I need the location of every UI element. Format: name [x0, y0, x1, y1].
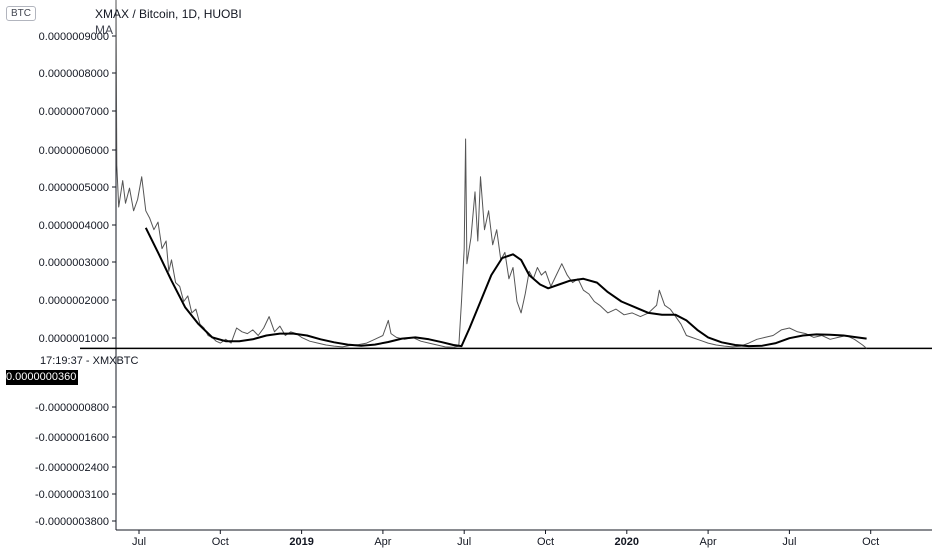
y-tick-label: -0.0000001600: [35, 432, 109, 444]
y-axis: 0.0000009000 0.0000008000 0.0000007000 0.00…: [35, 31, 116, 528]
series-line-price: [115, 0, 867, 349]
plot-area: [80, 0, 932, 350]
y-tick-label: 0.0000006000: [39, 145, 109, 157]
x-tick-label: Jul: [132, 536, 146, 548]
x-tick-label: Apr: [374, 536, 391, 548]
x-tick-label: Jul: [457, 536, 471, 548]
y-tick-label: 0.0000008000: [39, 68, 109, 80]
y-tick-label: 0.0000007000: [39, 106, 109, 118]
countdown-time: 17:19:37: [40, 355, 83, 367]
y-tick-label: -0.0000003800: [35, 516, 109, 528]
x-axis: Jul Oct 2019 Apr Jul Oct 2020 Apr Jul Oct: [132, 530, 879, 548]
x-tick-label: Oct: [862, 536, 879, 548]
y-tick-label: 0.0000002000: [39, 295, 109, 307]
y-tick-label: -0.0000000800: [35, 402, 109, 414]
chart-title: XMAX / Bitcoin, 1D, HUOBI: [95, 7, 242, 21]
x-tick-label: 2019: [289, 536, 313, 548]
current-price-tag: 0.0000000360: [6, 370, 78, 385]
y-tick-label: -0.0000003100: [35, 489, 109, 501]
symbol-label: XMXBTC: [92, 355, 139, 367]
y-tick-label: 0.0000004000: [39, 220, 109, 232]
indicator-label-ma[interactable]: MA: [95, 23, 113, 37]
y-tick-label: 0.0000003000: [39, 257, 109, 269]
y-tick-label: -0.0000002400: [35, 462, 109, 474]
y-tick-label: 0.0000009000: [39, 31, 109, 43]
x-tick-label: Oct: [537, 536, 554, 548]
x-tick-label: 2020: [615, 536, 639, 548]
chart-legend: XMAX / Bitcoin, 1D, HUOBI MA: [95, 6, 242, 38]
x-tick-label: Oct: [212, 536, 229, 548]
currency-badge[interactable]: BTC: [6, 6, 36, 21]
x-tick-label: Jul: [782, 536, 796, 548]
countdown-label: 17:19:37 - XMXBTC: [40, 355, 138, 367]
y-tick-label: 0.0000005000: [39, 182, 109, 194]
y-tick-label: 0.0000001000: [39, 333, 109, 345]
series-line-ma: [144, 227, 867, 348]
separator: -: [85, 355, 93, 367]
x-tick-label: Apr: [700, 536, 717, 548]
